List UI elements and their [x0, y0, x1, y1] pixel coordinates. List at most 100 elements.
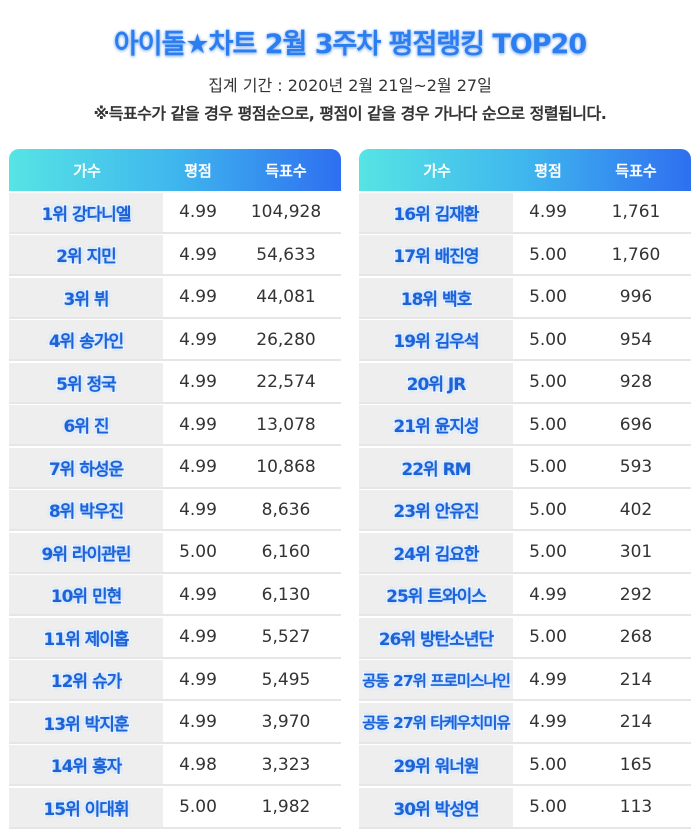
rating-cell: 4.99 [179, 627, 217, 647]
votes-cell: 54,633 [256, 244, 316, 265]
table-row: 22위 RM 5.00 593 [359, 447, 691, 489]
artist-cell: 20위 JR [359, 362, 515, 402]
rating-cell: 4.99 [179, 499, 217, 520]
table-row: 21위 윤지성 5.00 696 [359, 405, 691, 446]
table-row: 6위 진 4.99 13,078 [9, 405, 341, 446]
artist-cell: 17위 배진영 [359, 235, 515, 274]
rating-cell: 5.00 [529, 542, 567, 562]
artist-rank-name: 22위 RM [400, 458, 473, 481]
table-row: 17위 배진영 5.00 1,760 [359, 235, 691, 276]
table-body-left: 1위 강다니엘 4.99 104,928 2위 지민 4.99 54,633 3위 뷔 4.9… [9, 192, 341, 829]
artist-cell: 1위 강다니엘 [9, 192, 165, 232]
rating-cell: 5.00 [529, 797, 567, 817]
rating-cell: 5.00 [529, 499, 567, 520]
artist-cell: 7위 하성운 [9, 447, 165, 487]
artist-rank-name: 18위 백호 [399, 288, 473, 311]
sorting-note: ※득표수가 같을 경우 평점순으로, 평점이 같을 경우 가나다 순으로 정렬됩… [93, 104, 607, 123]
table-row: 2위 지민 4.99 54,633 [9, 235, 341, 276]
artist-rank-name: 공동 27위 프로미스나인 [361, 670, 513, 691]
votes-cell: 26,280 [256, 329, 316, 350]
votes-cell: 44,081 [256, 287, 316, 307]
artist-cell: 2위 지민 [9, 235, 165, 274]
page-title: 아이돌★차트 2월 3주차 평점랭킹 TOP20 [0, 22, 700, 62]
title-pre: 아이돌 [112, 27, 188, 62]
artist-cell: 25위 트와이스 [359, 575, 515, 614]
votes-cell: 13,078 [256, 414, 316, 435]
artist-rank-name: 15위 이대휘 [42, 798, 131, 821]
rating-cell: 4.99 [529, 584, 567, 605]
artist-cell: 30위 박성연 [359, 787, 515, 827]
artist-rank-name: 16위 김재환 [392, 203, 481, 226]
table-row: 12위 슈가 4.99 5,495 [9, 660, 341, 701]
artist-cell: 6위 진 [9, 405, 165, 444]
column-header-votes: 득표수 [265, 161, 307, 180]
rating-cell: 4.99 [529, 712, 567, 732]
ranking-table-right: 가수 평점 득표수 16위 김재환 4.99 1,761 17위 배진영 5.00 1,7… [359, 149, 691, 829]
artist-cell: 18위 백호 [359, 277, 515, 317]
artist-cell: 16위 김재환 [359, 192, 515, 232]
rating-cell: 5.00 [179, 797, 217, 817]
artist-rank-name: 26위 방탄소년단 [377, 628, 495, 651]
table-body-right: 16위 김재환 4.99 1,761 17위 배진영 5.00 1,760 18위 백호 5.… [359, 192, 691, 829]
artist-rank-name: 17위 배진영 [392, 246, 481, 269]
rating-cell: 5.00 [529, 754, 567, 775]
artist-cell: 15위 이대휘 [9, 787, 165, 827]
votes-cell: 6,160 [261, 542, 311, 562]
table-row: 15위 이대휘 5.00 1,982 [9, 787, 341, 829]
table-header: 가수 평점 득표수 [9, 149, 341, 191]
votes-cell: 928 [619, 372, 653, 392]
votes-cell: 5,527 [261, 627, 311, 647]
votes-cell: 104,928 [250, 202, 322, 222]
column-header-rating: 평점 [184, 161, 212, 180]
artist-rank-name: 9위 라이관린 [40, 543, 133, 566]
rating-cell: 4.99 [179, 244, 217, 265]
artist-cell: 9위 라이관린 [9, 532, 165, 572]
table-row: 25위 트와이스 4.99 292 [359, 575, 691, 616]
rating-cell: 4.99 [179, 202, 217, 222]
artist-rank-name: 공동 27위 타케우치미유 [361, 713, 513, 734]
artist-rank-name: 11위 제이홉 [42, 628, 131, 651]
table-row: 19위 김우석 5.00 954 [359, 320, 691, 361]
votes-cell: 1,982 [261, 797, 311, 817]
table-row: 10위 민현 4.99 6,130 [9, 575, 341, 616]
rating-cell: 4.99 [179, 372, 217, 392]
votes-cell: 301 [619, 542, 653, 562]
artist-rank-name: 24위 김요한 [392, 543, 481, 566]
artist-rank-name: 30위 박성연 [392, 798, 481, 821]
rating-cell: 4.99 [179, 329, 217, 350]
artist-rank-name: 1위 강다니엘 [40, 203, 133, 226]
votes-cell: 593 [619, 457, 653, 477]
table-row: 공동 27위 프로미스나인 4.99 214 [359, 660, 691, 701]
rating-cell: 5.00 [529, 287, 567, 307]
artist-cell: 19위 김우석 [359, 320, 515, 359]
votes-cell: 214 [619, 712, 653, 732]
column-header-votes: 득표수 [615, 161, 657, 180]
artist-cell: 3위 뷔 [9, 277, 165, 317]
artist-cell: 10위 민현 [9, 575, 165, 614]
table-row: 3위 뷔 4.99 44,081 [9, 277, 341, 319]
rating-cell: 4.99 [179, 287, 217, 307]
table-row: 20위 JR 5.00 928 [359, 362, 691, 404]
votes-cell: 165 [619, 754, 653, 775]
artist-rank-name: 5위 정국 [55, 373, 119, 396]
artist-cell: 24위 김요한 [359, 532, 515, 572]
artist-rank-name: 10위 민현 [49, 586, 123, 609]
table-row: 26위 방탄소년단 5.00 268 [359, 617, 691, 659]
artist-cell: 22위 RM [359, 447, 515, 487]
artist-rank-name: 6위 진 [62, 416, 111, 439]
table-row: 13위 박지훈 4.99 3,970 [9, 702, 341, 744]
table-row: 14위 홍자 4.98 3,323 [9, 745, 341, 786]
table-row: 4위 송가인 4.99 26,280 [9, 320, 341, 361]
artist-cell: 29위 워너원 [359, 745, 515, 784]
star-icon: ★ [183, 27, 211, 62]
rating-cell: 5.00 [529, 244, 567, 265]
artist-cell: 5위 정국 [9, 362, 165, 402]
ranking-table-left: 가수 평점 득표수 1위 강다니엘 4.99 104,928 2위 지민 4.99 54,… [9, 149, 341, 829]
artist-cell: 11위 제이홉 [9, 617, 165, 657]
artist-cell: 23위 안유진 [359, 490, 515, 529]
artist-rank-name: 21위 윤지성 [392, 416, 481, 439]
artist-cell: 공동 27위 프로미스나인 [359, 660, 515, 699]
rating-cell: 5.00 [529, 372, 567, 392]
votes-cell: 1,760 [611, 244, 661, 265]
artist-rank-name: 7위 하성운 [47, 458, 125, 481]
